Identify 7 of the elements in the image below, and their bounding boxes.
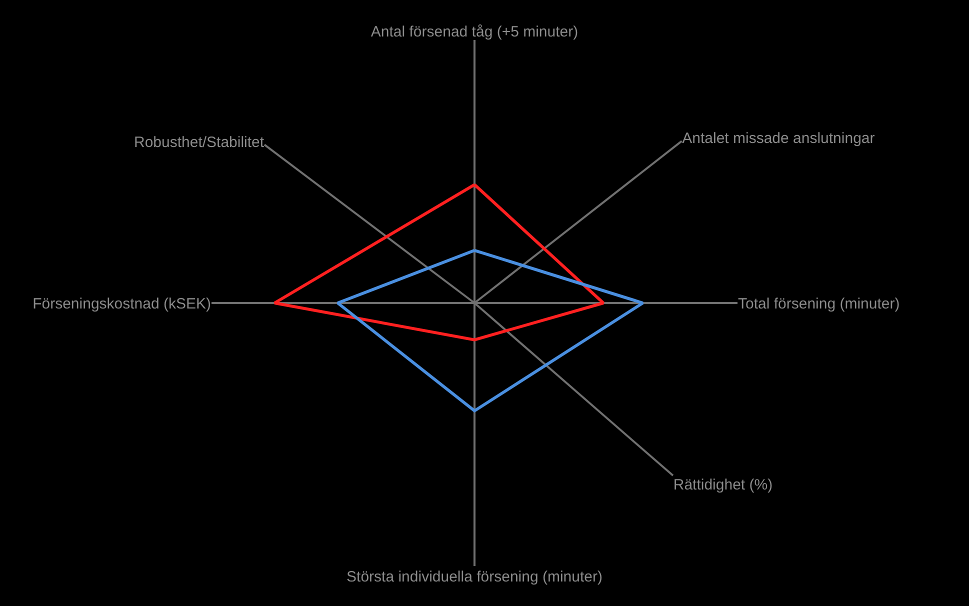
spoke-label: Robusthet/Stabilitet [134,134,265,151]
spoke-label: Största individuella försening (minuter) [346,568,602,586]
spoke-label: Antalet missade anslutningar [682,130,875,148]
spoke-label: Total försening (minuter) [738,295,900,312]
spoke-label: Förseningskostnad (kSEK) [32,295,211,312]
spoke-label: Antal försenad tåg (+5 minuter) [370,24,578,40]
spoke-label: Rättidighet (%) [673,476,773,494]
